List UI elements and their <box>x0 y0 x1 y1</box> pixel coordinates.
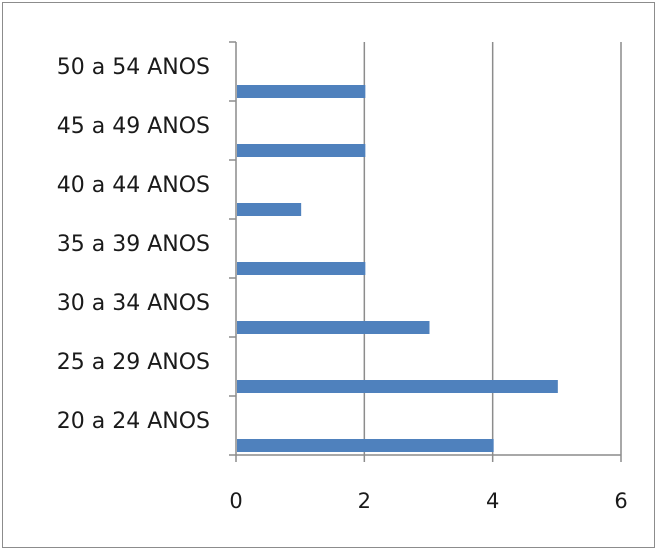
category-label: 20 a 24 ANOS <box>57 409 210 434</box>
gridlines <box>363 42 622 455</box>
bar-1 <box>237 380 558 393</box>
x-tick-label: 2 <box>358 489 371 513</box>
axes <box>229 41 622 462</box>
x-tick-label: 6 <box>614 489 627 513</box>
bars <box>237 85 558 452</box>
category-label: 45 a 49 ANOS <box>57 114 210 139</box>
bar-5 <box>237 144 366 157</box>
bar-3 <box>237 262 366 275</box>
category-labels: 20 a 24 ANOS 25 a 29 ANOS 30 a 34 ANOS 35 a… <box>57 55 210 434</box>
x-tick-labels: 0 2 4 6 <box>229 489 627 513</box>
category-label: 40 a 44 ANOS <box>57 173 210 198</box>
bar-6 <box>237 85 366 98</box>
x-tick-label: 0 <box>229 489 242 513</box>
x-tick-label: 4 <box>486 489 499 513</box>
category-label: 50 a 54 ANOS <box>57 55 210 80</box>
category-label: 35 a 39 ANOS <box>57 232 210 257</box>
bar-0 <box>237 439 494 452</box>
bar-2 <box>237 321 430 334</box>
category-label: 25 a 29 ANOS <box>57 350 210 375</box>
bar-4 <box>237 203 302 216</box>
category-label: 30 a 34 ANOS <box>57 291 210 316</box>
